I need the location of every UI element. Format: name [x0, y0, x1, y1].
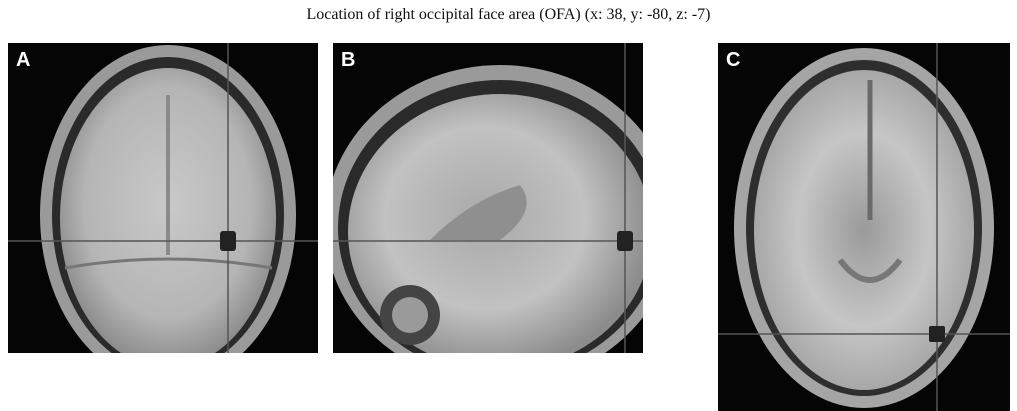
panel-b: B: [325, 43, 675, 385]
panel-label: A: [16, 49, 30, 71]
panel-label: B: [341, 49, 355, 71]
panels: A B C: [0, 0, 1017, 411]
panel-label: C: [726, 49, 740, 71]
figure: Location of right occipital face area (O…: [0, 0, 1017, 411]
panel-a: A: [8, 43, 318, 385]
panel-c: C: [718, 43, 1010, 411]
